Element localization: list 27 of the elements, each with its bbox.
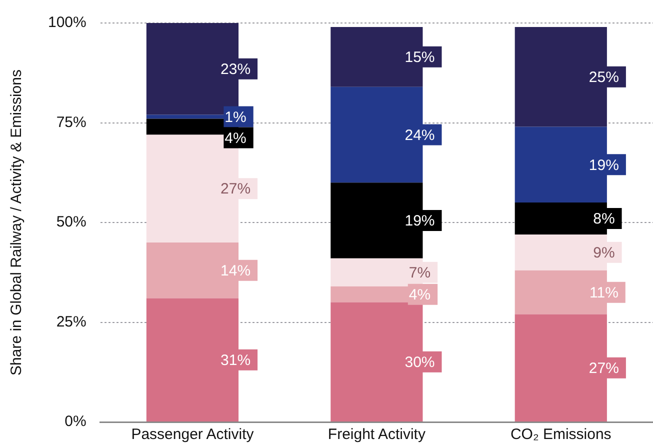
data-label: 27%	[588, 360, 619, 378]
data-label: 7%	[408, 264, 431, 282]
data-label: 8%	[593, 210, 615, 228]
data-label: 15%	[404, 49, 435, 66]
data-label: 4%	[224, 130, 246, 147]
data-label: 25%	[588, 69, 619, 86]
y-axis-title: Share in Global Railway / Activity & Emissions	[8, 70, 26, 376]
y-tick-label: 100%	[48, 14, 86, 32]
data-label: 14%	[220, 262, 251, 280]
x-tick-label: CO₂ Emissions	[510, 426, 612, 444]
data-label: 30%	[404, 354, 435, 372]
x-tick-label: Passenger Activity	[131, 426, 254, 444]
data-label: 23%	[220, 61, 251, 78]
y-tick-label: 75%	[56, 114, 86, 131]
data-label: 27%	[220, 180, 251, 198]
data-label: 9%	[593, 244, 615, 262]
data-label: 1%	[224, 108, 246, 126]
data-label: 31%	[220, 352, 251, 370]
y-tick-label: 25%	[56, 313, 86, 330]
data-label: 19%	[588, 156, 619, 174]
data-label: 19%	[404, 212, 435, 230]
x-tick-label: Freight Activity	[328, 426, 426, 444]
data-label: 24%	[404, 126, 435, 144]
y-tick-label: 50%	[56, 214, 86, 231]
data-label: 4%	[408, 286, 431, 304]
y-tick-label: 0%	[64, 413, 86, 430]
data-label: 11%	[589, 284, 618, 302]
